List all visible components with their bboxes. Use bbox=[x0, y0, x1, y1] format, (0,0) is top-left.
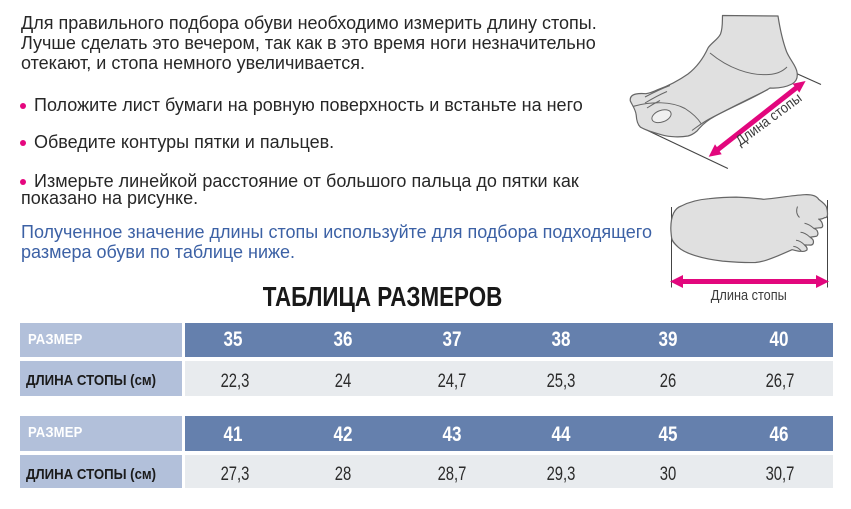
svg-text:Длина стопы: Длина стопы bbox=[711, 288, 787, 304]
